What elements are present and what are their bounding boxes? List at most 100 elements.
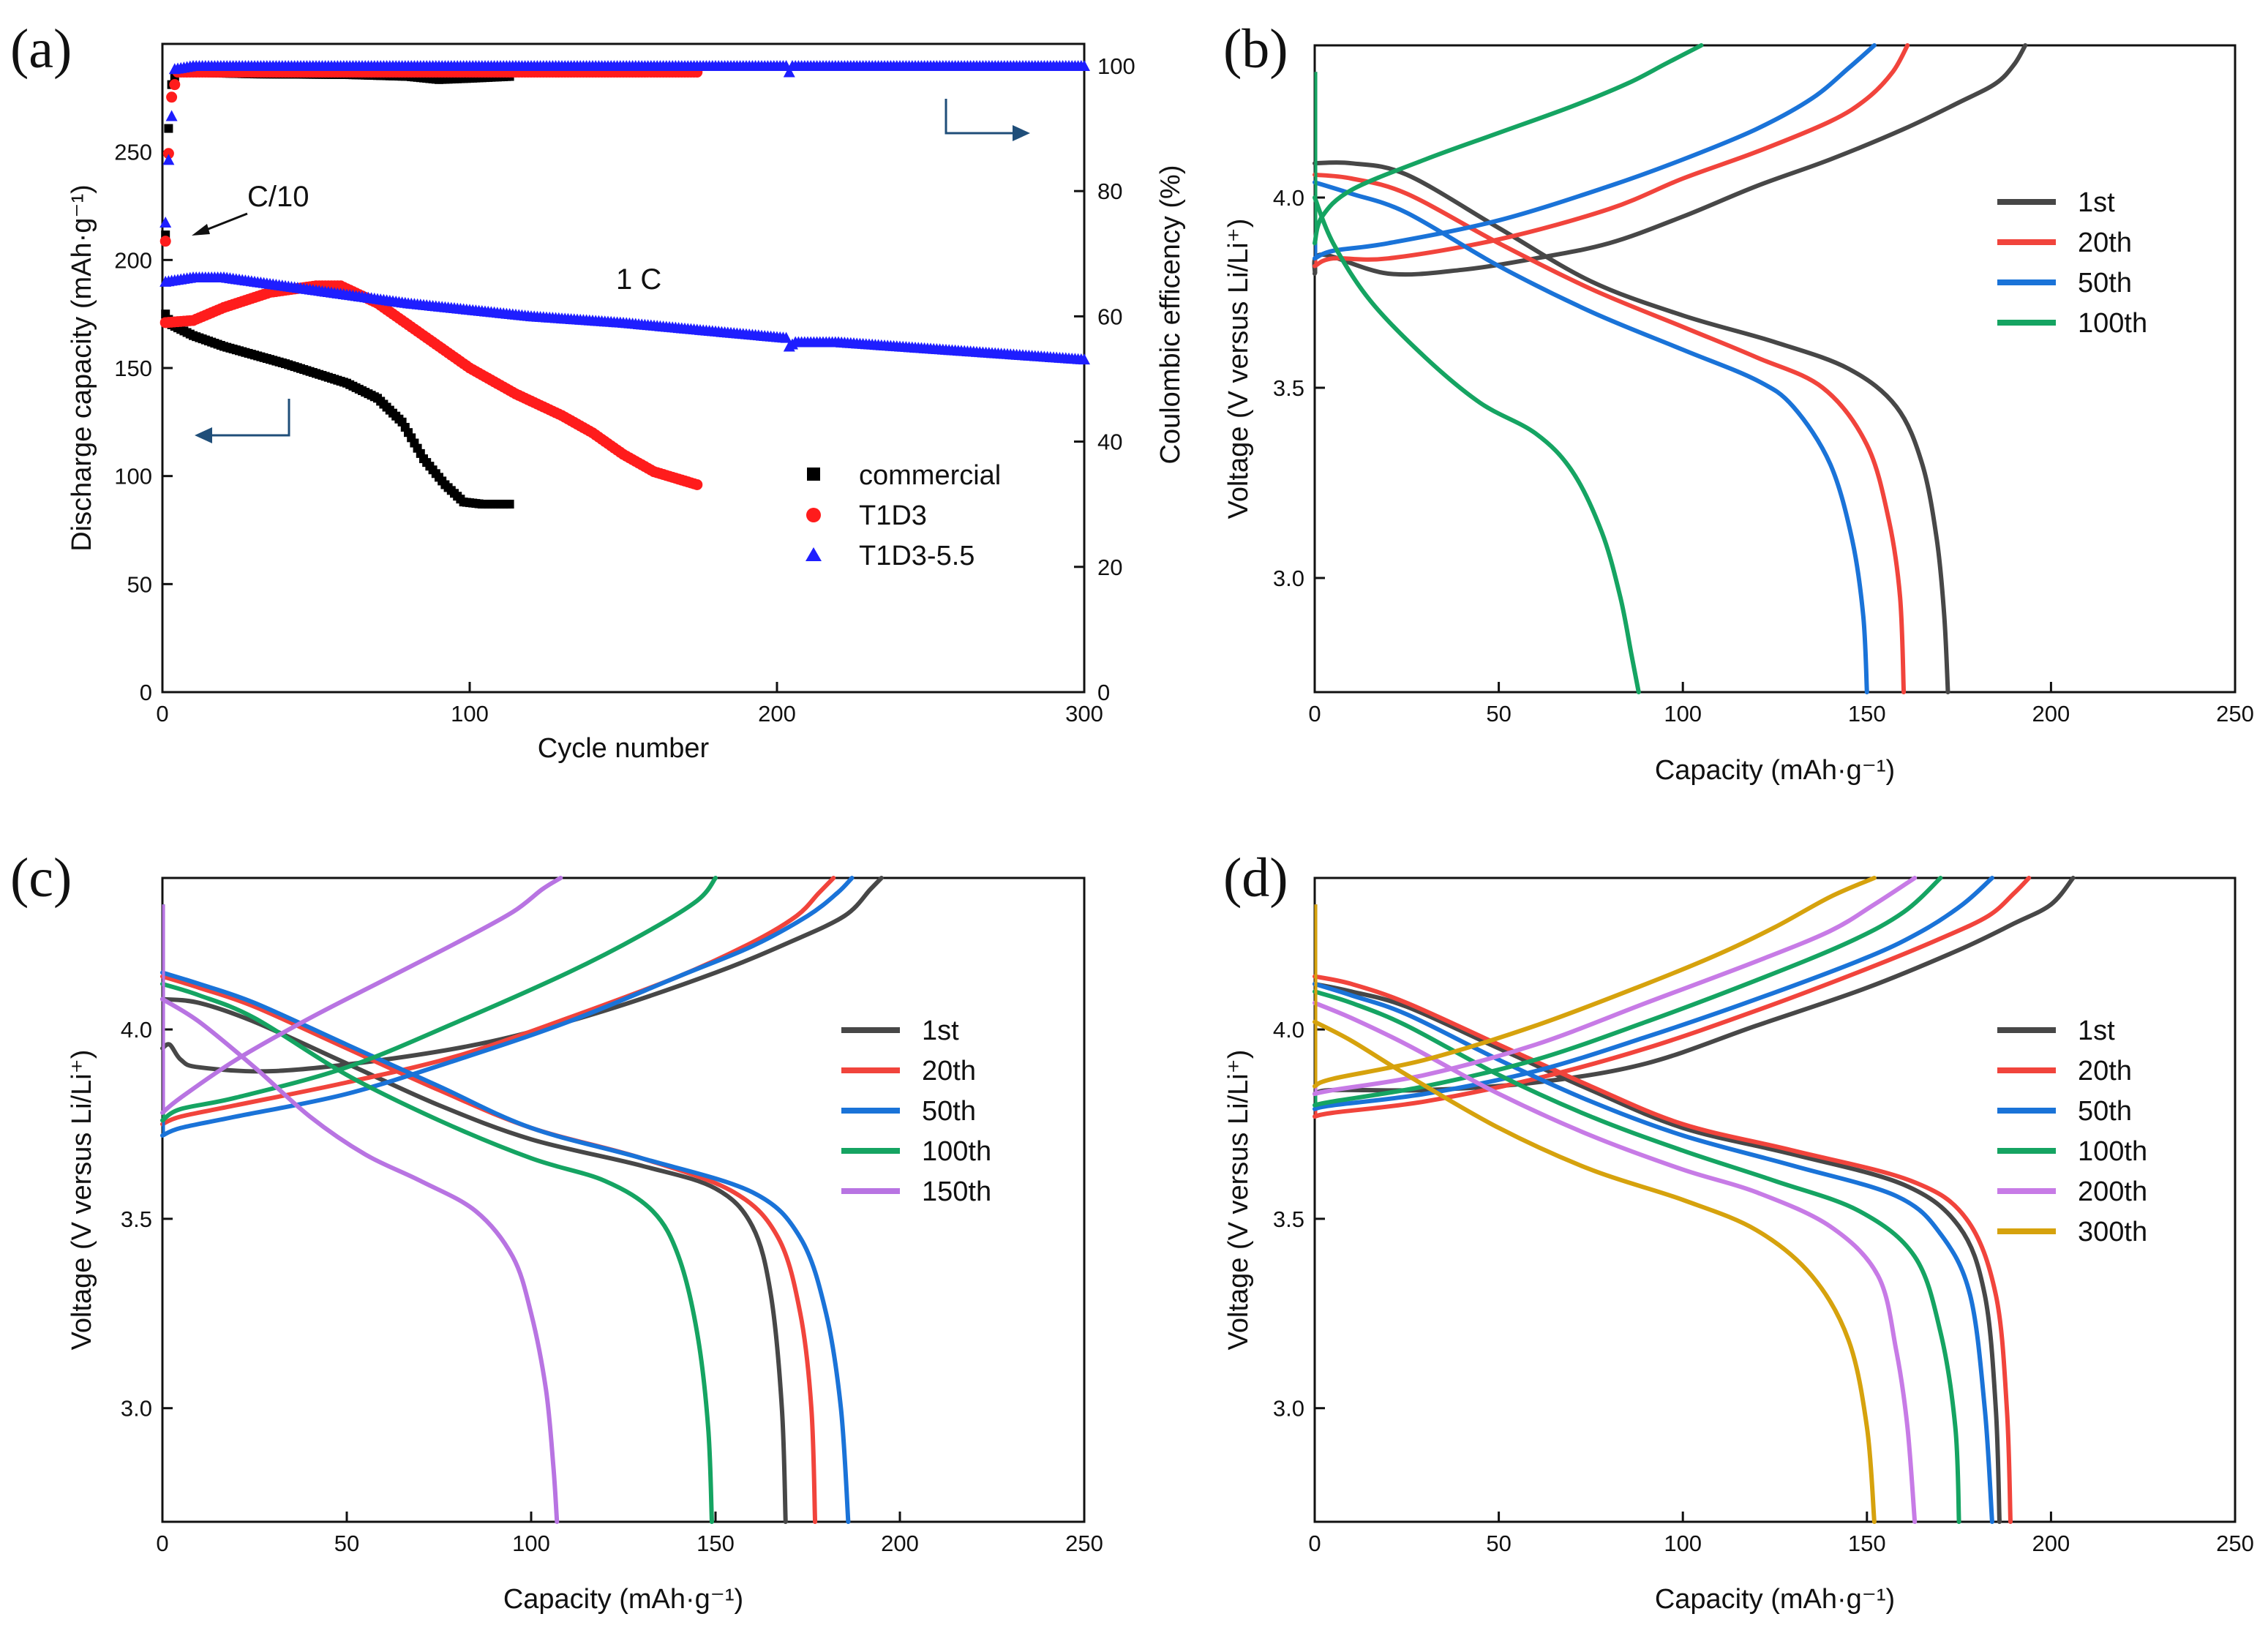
- x-tick-label-a: 300: [1065, 701, 1103, 727]
- charge-curve-1st-b: [1312, 43, 2028, 277]
- legend-label-50th-b: 50th: [2078, 268, 2132, 299]
- legend-a: commercial T1D3 T1D3-5.5: [806, 460, 1001, 571]
- data-point-circle: [691, 478, 703, 490]
- y2-tick-label-a: 100: [1097, 53, 1135, 79]
- axes-b: 0 50 100 150 200 250 3.0 3.5 4.0: [1273, 185, 2254, 727]
- legend-d: 1st 20th 50th 100th 200th 300th: [1997, 1016, 2147, 1247]
- y-tick-label-a: 100: [114, 464, 152, 489]
- discharge-curve-1st-d: [1313, 981, 2002, 1524]
- legend-b: 1st 20th 50th 100th: [1997, 187, 2147, 339]
- series-commercial-right: [161, 67, 514, 240]
- marks-a: [159, 59, 1090, 509]
- x-tick-label-d: 150: [1848, 1531, 1886, 1556]
- x-tick-label-c: 250: [1065, 1531, 1103, 1556]
- x-tick-label-b: 150: [1848, 701, 1886, 727]
- y2-tick-label-a: 0: [1097, 680, 1110, 705]
- x-axis-label-b: Capacity (mAh·g⁻¹): [1655, 755, 1895, 786]
- discharge-curve-100th-c: [160, 981, 714, 1524]
- y-tick-label-a: 200: [114, 247, 152, 273]
- charge-curve-50th-b: [1313, 43, 1877, 261]
- x-axis-label-d: Capacity (mAh·g⁻¹): [1655, 1584, 1895, 1615]
- charge-curve-20th-c: [160, 876, 836, 1127]
- legend-label-20th-d: 20th: [2078, 1056, 2132, 1086]
- charge-curve-20th-b: [1313, 43, 1910, 269]
- data-point-square: [505, 500, 514, 509]
- legend-label-commercial: commercial: [859, 460, 1001, 491]
- data-point-circle: [162, 148, 174, 159]
- charge-curve-100th-c: [160, 876, 718, 1123]
- x-tick-label-a: 100: [451, 701, 489, 727]
- panel-a: (a) 0 100 200 30005010015020025002040608010…: [10, 18, 1186, 764]
- charge-curve-50th-d: [1313, 876, 1994, 1111]
- panel-label-b: (b): [1223, 18, 1288, 80]
- legend-label-100th-b: 100th: [2078, 308, 2147, 339]
- panel-label-c: (c): [10, 847, 72, 909]
- discharge-curve-300th-d: [1313, 1019, 1877, 1524]
- legend-marker-commercial: [807, 468, 820, 481]
- discharge-curve-50th-d: [1313, 981, 1994, 1524]
- panel-b: (b) 0 50 100 150 200 250 3.0 3.5 4.0 Capacity (m…: [1223, 18, 2254, 786]
- charge-curve-300th-d: [1313, 876, 1877, 1089]
- x-tick-label-a: 0: [156, 701, 168, 727]
- legend-label-300th-d: 300th: [2078, 1217, 2147, 1247]
- series-commercial-left: [161, 309, 514, 509]
- y2-tick-label-a: 80: [1097, 179, 1122, 204]
- marks-b: [1312, 43, 2028, 694]
- legend-label-20th-b: 20th: [2078, 228, 2132, 258]
- marks-d: [1313, 876, 2076, 1524]
- legend-marker-t1d3: [806, 508, 821, 522]
- x-tick-label-b: 250: [2216, 701, 2254, 727]
- marks-c: [160, 876, 884, 1524]
- discharge-curve-100th-d: [1313, 989, 1961, 1524]
- series-t1d3-55-right: [159, 59, 1090, 228]
- y2-tick-label-a: 60: [1097, 304, 1122, 329]
- data-point-triangle: [1078, 353, 1090, 365]
- charge-curve-150th-c: [160, 876, 563, 1115]
- discharge-curve-50th-b: [1313, 180, 1869, 694]
- y-axis-label-a: Discharge capacity (mAh·g⁻¹): [67, 184, 97, 552]
- discharge-curve-50th-c: [160, 970, 851, 1524]
- legend-label-1st-c: 1st: [922, 1016, 959, 1046]
- data-point-triangle: [780, 331, 792, 343]
- series-t1d3-right: [159, 67, 703, 247]
- plot-frame-b: [1313, 44, 2237, 694]
- discharge-curve-1st-b: [1313, 160, 1950, 694]
- x-tick-label-c: 50: [334, 1531, 359, 1556]
- data-point-triangle: [162, 154, 175, 165]
- charge-curve-100th-b: [1313, 43, 1704, 246]
- y2-tick-label-a: 40: [1097, 429, 1122, 455]
- axes-c: 0 50 100 150 200 250 3.0 3.5 4.0: [121, 1017, 1103, 1556]
- discharge-curve-20th-d: [1313, 974, 2013, 1524]
- legend-label-150th-c: 150th: [922, 1176, 991, 1207]
- y-tick-label-b: 3.0: [1273, 566, 1304, 591]
- y-tick-label-d: 3.5: [1273, 1206, 1304, 1232]
- x-tick-label-c: 100: [512, 1531, 550, 1556]
- y-tick-label-c: 4.0: [121, 1017, 152, 1043]
- y-tick-label-a: 250: [114, 140, 152, 165]
- panel-c: (c) 0 50 100 150 200 250 3.0 3.5 4.0 Capacity (m…: [10, 847, 1103, 1615]
- x-axis-label-c: Capacity (mAh·g⁻¹): [503, 1584, 743, 1615]
- y-tick-label-b: 4.0: [1273, 185, 1304, 211]
- discharge-curve-20th-c: [160, 974, 818, 1524]
- legend-label-1st-b: 1st: [2078, 187, 2115, 218]
- annotation-c10: C/10: [247, 181, 309, 213]
- x-tick-label-b: 50: [1486, 701, 1511, 727]
- data-point-triangle: [159, 216, 172, 228]
- panel-d: (d) 0 50 100 150 200 250 3.0 3.5 4.0 Capacity (m…: [1223, 847, 2254, 1615]
- panel-label-d: (d): [1223, 847, 1288, 909]
- data-point-triangle: [783, 66, 795, 78]
- left-axis-arrow: [206, 399, 290, 437]
- charge-curve-50th-c: [160, 876, 855, 1138]
- legend-label-50th-d: 50th: [2078, 1096, 2132, 1127]
- charge-curve-100th-d: [1313, 876, 1943, 1108]
- legend-label-50th-c: 50th: [922, 1096, 976, 1127]
- legend-label-100th-d: 100th: [2078, 1136, 2147, 1167]
- legend-label-1st-d: 1st: [2078, 1016, 2115, 1046]
- legend-label-t1d3-55: T1D3-5.5: [859, 541, 975, 571]
- plot-frame-d: [1313, 876, 2237, 1523]
- x-tick-label-d: 50: [1486, 1531, 1511, 1556]
- x-tick-label-d: 100: [1664, 1531, 1702, 1556]
- x-tick-label-b: 200: [2032, 701, 2070, 727]
